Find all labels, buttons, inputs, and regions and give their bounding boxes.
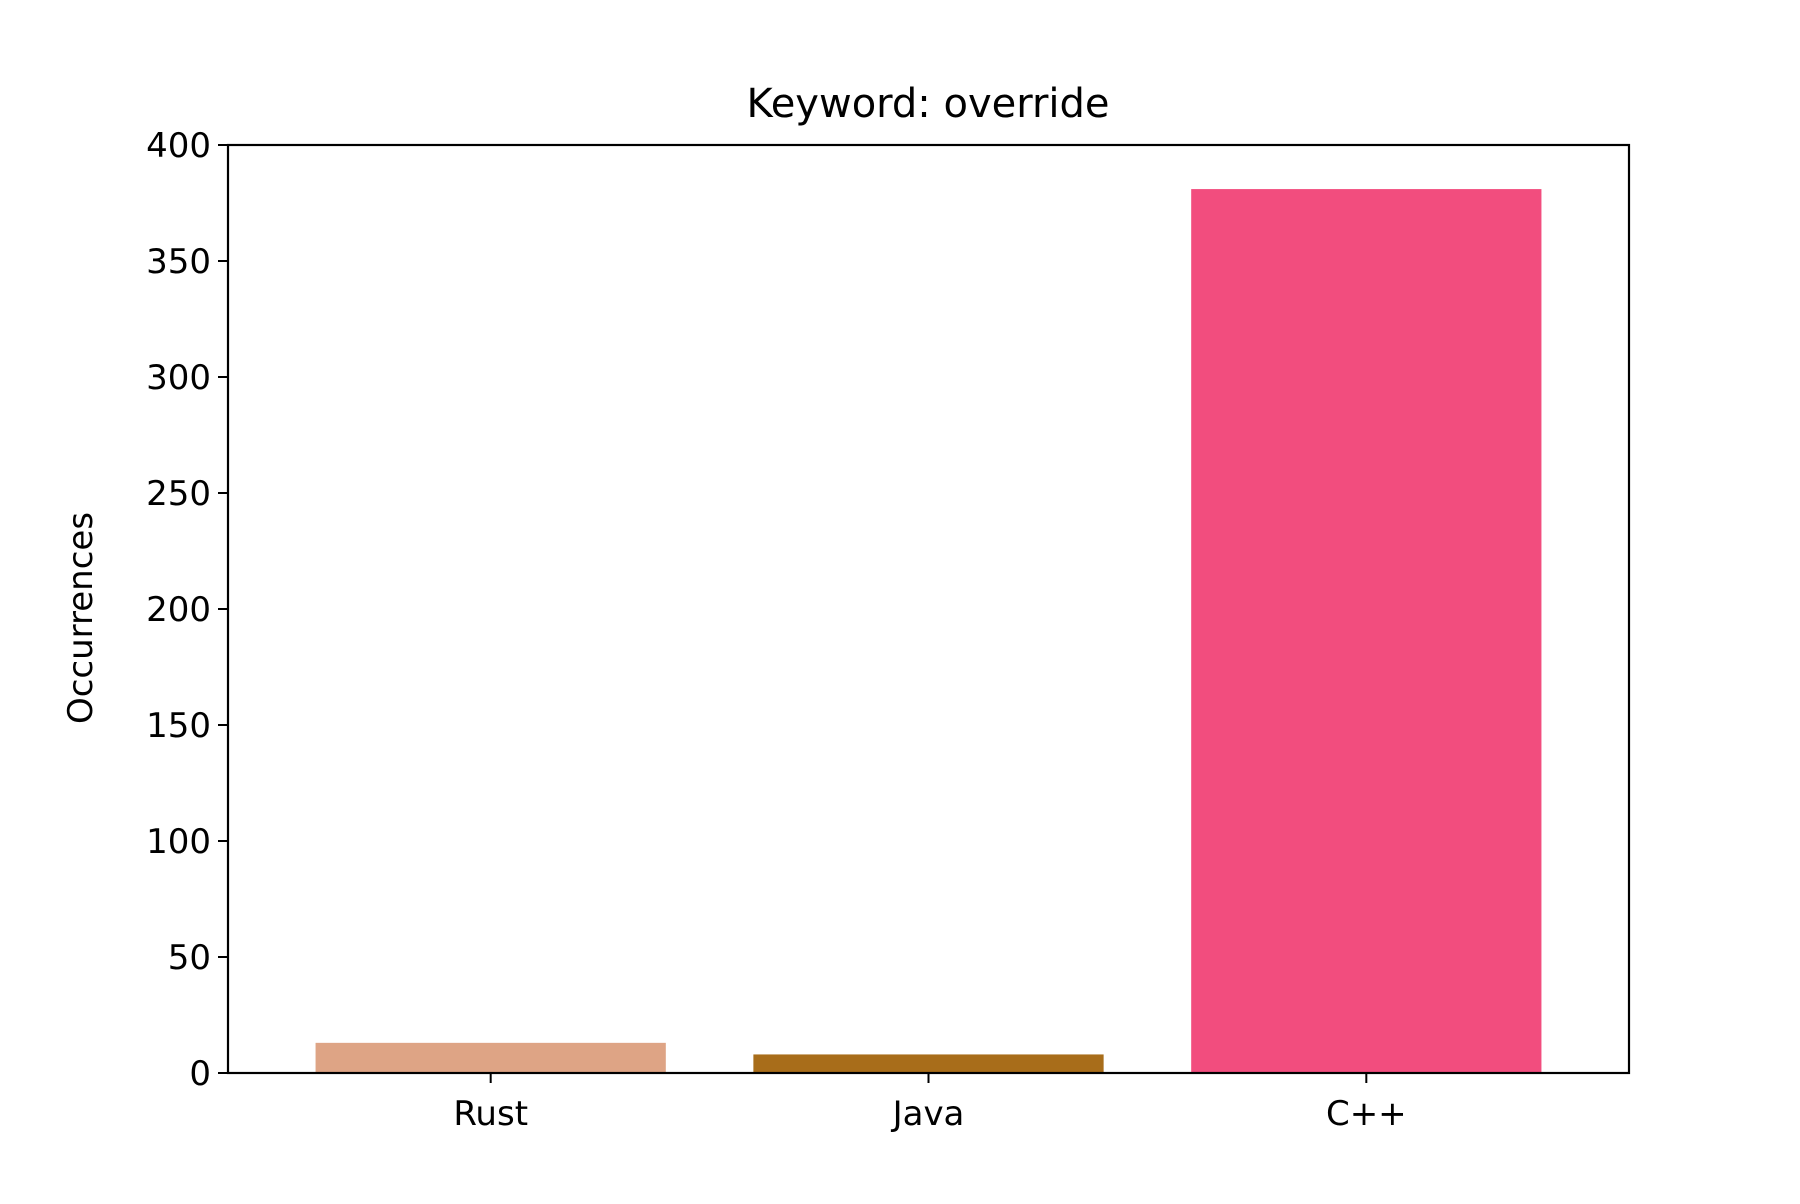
y-axis-label: Occurrences [61, 512, 101, 724]
y-axis-ticks: 0 50 100 150 200 250 300 350 400 [146, 126, 228, 1094]
x-axis-ticks: Rust Java C++ [453, 1073, 1407, 1134]
y-tick-label: 350 [146, 242, 211, 282]
bars-group [315, 189, 1542, 1073]
bar-cplus [1191, 189, 1542, 1073]
y-tick-label: 0 [189, 1054, 211, 1094]
bar-rust [315, 1042, 666, 1073]
x-tick-label: C++ [1326, 1094, 1407, 1134]
y-tick-label: 400 [146, 126, 211, 166]
y-tick-label: 150 [146, 706, 211, 746]
x-tick-label: Rust [453, 1094, 528, 1134]
y-tick-label: 250 [146, 474, 211, 514]
chart-title: Keyword: override [746, 81, 1109, 127]
y-tick-label: 300 [146, 358, 211, 398]
plot-frame [226, 143, 1631, 1075]
x-tick-label: Java [891, 1094, 965, 1134]
y-tick-label: 200 [146, 590, 211, 630]
y-tick-label: 50 [168, 938, 211, 978]
bar-java [753, 1054, 1104, 1073]
y-tick-label: 100 [146, 822, 211, 862]
